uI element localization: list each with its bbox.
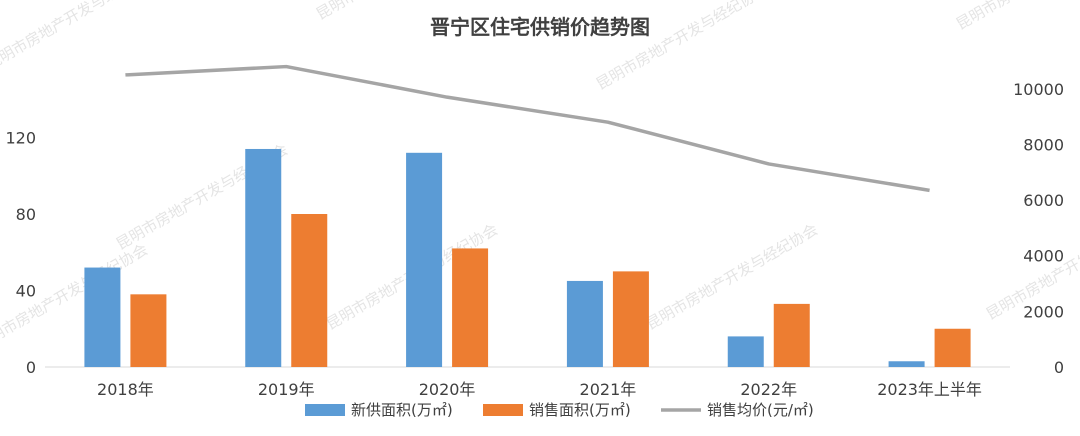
bar-new-supply <box>888 361 925 367</box>
watermark-text: 昆明市房地产开发与经纪协会 <box>953 0 1080 33</box>
right-axis-tick-label: 0 <box>1054 358 1064 377</box>
line-series <box>125 64 930 193</box>
chart-title: 晋宁区住宅供销价趋势图 <box>430 15 650 39</box>
left-axis-tick-label: 0 <box>26 358 36 377</box>
x-axis-tick-label: 2023年上半年 <box>877 380 982 399</box>
bar-new-supply <box>406 152 443 367</box>
x-axis-tick-label: 2021年 <box>580 380 637 399</box>
bar-sales <box>612 271 649 367</box>
price-line <box>125 64 930 193</box>
bar-sales <box>773 303 810 367</box>
right-axis-tick-label: 2000 <box>1023 302 1064 321</box>
legend-swatch <box>305 404 345 416</box>
left-axis-tick-label: 80 <box>16 205 36 224</box>
x-axis: 2018年 2019年 2020年 2021年 2022年 2023年上半年 <box>97 380 982 399</box>
bar-sales <box>452 248 489 367</box>
bar-sales <box>291 214 328 367</box>
legend: 新供面积(万㎡) 销售面积(万㎡) 销售均价(元/㎡) <box>305 401 814 419</box>
x-axis-tick-label: 2018年 <box>97 380 154 399</box>
x-axis-tick-label: 2022年 <box>740 380 797 399</box>
legend-label: 销售均价(元/㎡) <box>707 401 814 419</box>
bar-sales <box>934 328 971 367</box>
right-y-axis: 0 2000 4000 6000 8000 10000 <box>1013 80 1064 377</box>
left-axis-tick-label: 40 <box>16 282 36 301</box>
bar-sales <box>130 294 167 367</box>
x-axis-tick-label: 2019年 <box>258 380 315 399</box>
legend-label: 新供面积(万㎡) <box>351 401 453 419</box>
legend-swatch <box>483 404 523 416</box>
right-axis-tick-label: 4000 <box>1023 247 1064 266</box>
legend-label: 销售面积(万㎡) <box>529 401 631 419</box>
right-axis-tick-label: 10000 <box>1013 80 1064 99</box>
bars <box>84 148 971 367</box>
bar-new-supply <box>566 280 603 367</box>
watermark-text: 昆明市房地产开发与经纪协会 <box>0 0 161 73</box>
right-axis-tick-label: 8000 <box>1023 135 1064 154</box>
bar-new-supply <box>727 336 764 367</box>
left-axis-tick-label: 120 <box>5 129 36 148</box>
bar-new-supply <box>84 267 121 367</box>
x-axis-tick-label: 2020年 <box>419 380 476 399</box>
right-axis-tick-label: 6000 <box>1023 191 1064 210</box>
bar-new-supply <box>245 148 282 367</box>
left-y-axis: 0 40 80 120 <box>5 129 36 378</box>
